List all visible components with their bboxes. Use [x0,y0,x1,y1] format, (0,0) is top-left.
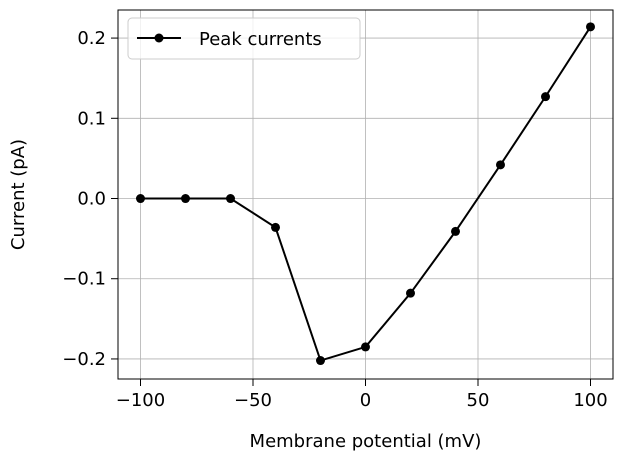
axis-ticks: −100 −50 0 50 100 −0.2 −0.1 0.0 0.1 0.2 [62,28,607,411]
data-point [181,194,190,204]
y-tick-label: 0.2 [77,28,106,49]
data-point [271,222,280,232]
y-tick-label: 0.1 [77,108,106,129]
x-tick-label: −100 [116,390,165,411]
data-point [406,288,415,298]
y-tick-label: −0.2 [62,349,106,370]
grid [118,10,613,379]
data-point [316,356,325,366]
x-tick-label: −50 [234,390,272,411]
legend-entry-label: Peak currents [199,29,322,50]
series-layer [136,22,595,366]
x-tick-label: 100 [573,390,607,411]
legend-marker-swatch [154,33,164,43]
data-point [226,194,235,204]
data-point [136,194,145,204]
data-point [586,22,595,32]
y-tick-label: 0.0 [77,189,106,210]
legend: Peak currents [127,17,361,60]
x-axis-label: Membrane potential (mV) [250,431,482,452]
x-tick-label: 0 [360,390,371,411]
legend-box [127,17,361,60]
data-point [541,92,550,102]
data-point [496,160,505,170]
y-tick-label: −0.1 [62,269,106,290]
x-tick-label: 50 [467,390,490,411]
y-axis-label: Current (pA) [8,139,29,250]
data-point [361,342,370,352]
data-point [451,226,460,236]
